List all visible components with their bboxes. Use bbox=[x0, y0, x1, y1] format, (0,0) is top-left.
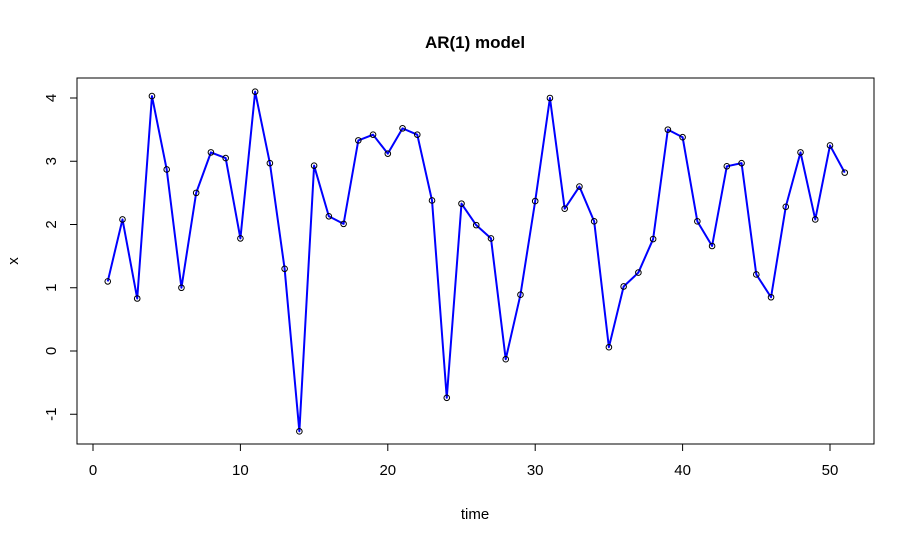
data-point bbox=[104, 278, 112, 285]
y-tick-label: 1 bbox=[43, 284, 60, 292]
data-point bbox=[502, 355, 510, 363]
data-point bbox=[340, 220, 347, 228]
data-point bbox=[531, 197, 539, 205]
data-point bbox=[679, 133, 686, 141]
data-point bbox=[546, 94, 554, 102]
chart-title: AR(1) model bbox=[425, 33, 525, 52]
data-point bbox=[207, 149, 215, 156]
data-point bbox=[237, 235, 244, 242]
y-axis: -1 0 1 2 3 4 bbox=[43, 94, 78, 421]
data-point bbox=[251, 88, 259, 95]
y-tick-label: -1 bbox=[43, 408, 60, 421]
y-axis-label: x bbox=[5, 257, 22, 265]
data-point bbox=[119, 216, 126, 223]
data-point bbox=[413, 131, 421, 138]
data-point bbox=[590, 218, 598, 225]
data-point bbox=[399, 125, 406, 132]
data-point bbox=[178, 284, 185, 292]
data-points bbox=[104, 88, 849, 435]
x-axis-label: time bbox=[461, 506, 489, 523]
data-point bbox=[635, 269, 642, 276]
x-tick-label: 50 bbox=[822, 462, 839, 479]
data-point bbox=[841, 169, 849, 176]
data-point bbox=[561, 205, 568, 212]
y-tick-label: 2 bbox=[43, 220, 60, 228]
data-point bbox=[753, 271, 760, 278]
x-tick-label: 0 bbox=[89, 462, 97, 479]
data-point bbox=[163, 166, 170, 173]
data-point bbox=[826, 142, 834, 149]
y-tick-label: 3 bbox=[43, 157, 60, 165]
data-point bbox=[664, 126, 672, 133]
data-point bbox=[355, 137, 362, 144]
x-tick-label: 20 bbox=[379, 462, 396, 479]
data-point bbox=[458, 200, 465, 207]
data-point bbox=[517, 291, 524, 299]
data-point bbox=[649, 235, 657, 243]
x-axis: 0 10 20 30 40 50 bbox=[89, 443, 839, 479]
series-line bbox=[106, 90, 846, 433]
data-point bbox=[281, 265, 288, 273]
data-point bbox=[266, 159, 274, 167]
data-point bbox=[428, 197, 436, 204]
data-point bbox=[811, 216, 819, 223]
x-tick-label: 30 bbox=[527, 462, 544, 479]
data-point bbox=[472, 221, 480, 229]
data-point bbox=[620, 283, 627, 290]
y-tick-label: 0 bbox=[43, 347, 60, 355]
data-point bbox=[738, 159, 745, 167]
data-point bbox=[325, 212, 333, 220]
y-tick-label: 4 bbox=[43, 94, 60, 102]
data-point bbox=[605, 343, 613, 351]
data-point bbox=[576, 183, 583, 190]
data-point bbox=[767, 293, 775, 301]
data-point bbox=[384, 150, 392, 157]
series-line-group bbox=[106, 90, 846, 433]
data-point bbox=[487, 235, 495, 242]
data-point bbox=[708, 242, 716, 250]
data-point bbox=[148, 92, 156, 100]
data-point bbox=[222, 154, 229, 162]
data-point bbox=[369, 131, 377, 138]
data-point bbox=[296, 428, 303, 435]
data-point bbox=[133, 295, 141, 302]
data-point bbox=[192, 189, 200, 197]
data-point bbox=[797, 149, 804, 156]
data-point bbox=[310, 162, 318, 169]
x-tick-label: 40 bbox=[674, 462, 691, 479]
data-point bbox=[723, 163, 731, 170]
data-point bbox=[694, 218, 701, 225]
data-point bbox=[782, 203, 790, 211]
data-point bbox=[443, 394, 451, 402]
x-tick-label: 10 bbox=[232, 462, 249, 479]
